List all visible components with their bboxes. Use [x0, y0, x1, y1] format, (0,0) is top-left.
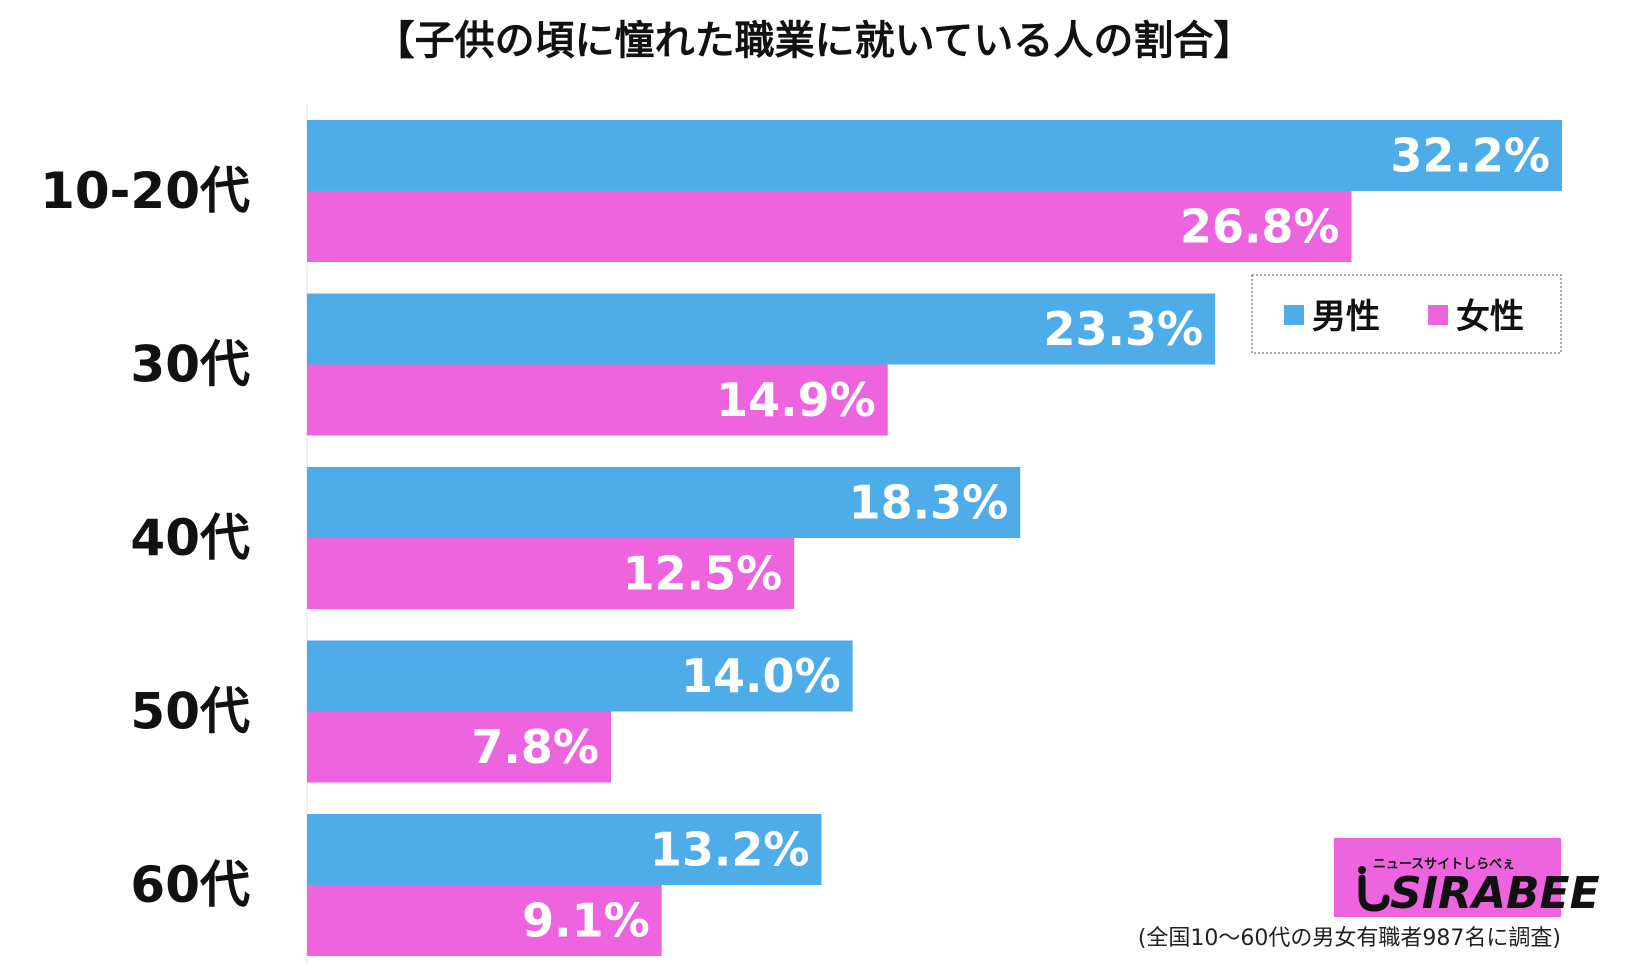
- bar-female: [307, 538, 795, 609]
- bar-value-label: 14.9%: [716, 373, 876, 427]
- bar-value-label: 18.3%: [849, 476, 1009, 530]
- legend-label-male: 男性: [1312, 297, 1380, 337]
- bar-male: [307, 467, 1021, 538]
- category-label: 10-20代: [40, 162, 250, 220]
- sirabee-logo: ニュースサイトしらべぇ SIRABEE: [1334, 838, 1600, 919]
- category-label: 60代: [130, 856, 250, 914]
- bars-group: 32.2% 26.8% 23.3% 14.9% 18.3% 12.5% 14.0% 7.8% 1…: [307, 120, 1562, 956]
- legend: 男性 女性: [1251, 274, 1562, 354]
- logo-text: SIRABEE: [1390, 868, 1600, 919]
- bar-value-label: 23.3%: [1044, 302, 1204, 356]
- bar-value-label: 13.2%: [650, 823, 810, 877]
- bar-male: [307, 120, 1562, 191]
- bar-female: [307, 711, 612, 783]
- bar-value-label: 14.0%: [681, 649, 841, 703]
- bar-female: [307, 364, 888, 436]
- logo-tagline: ニュースサイトしらべぇ: [1373, 857, 1515, 872]
- logo-background: [1334, 838, 1561, 917]
- bar-female: [307, 885, 662, 956]
- bar-value-label: 32.2%: [1390, 129, 1550, 183]
- legend-swatch-female: [1428, 305, 1448, 325]
- category-label: 30代: [130, 336, 250, 394]
- logo-i-hook-icon: [1358, 874, 1390, 912]
- bar-value-label: 12.5%: [623, 547, 783, 601]
- bar-male: [307, 814, 822, 885]
- legend-label-female: 女性: [1456, 297, 1524, 337]
- bar-female: [307, 191, 1352, 262]
- bar-value-label: 9.1%: [522, 894, 650, 948]
- logo-i-dot: [1358, 866, 1366, 874]
- bar-value-label: 26.8%: [1180, 200, 1340, 254]
- category-label: 50代: [130, 683, 250, 741]
- bar-male: [307, 640, 853, 712]
- legend-swatch-male: [1284, 305, 1304, 325]
- survey-note: (全国10〜60代の男女有職者987名に調査): [1138, 926, 1561, 951]
- chart-title: 【子供の頃に憧れた職業に就いている人の割合】: [375, 18, 1254, 64]
- bar-male: [307, 293, 1216, 365]
- category-labels-group: 10-20代 30代 40代 50代 60代: [40, 162, 250, 914]
- bar-value-label: 7.8%: [471, 720, 599, 774]
- category-label: 40代: [130, 509, 250, 567]
